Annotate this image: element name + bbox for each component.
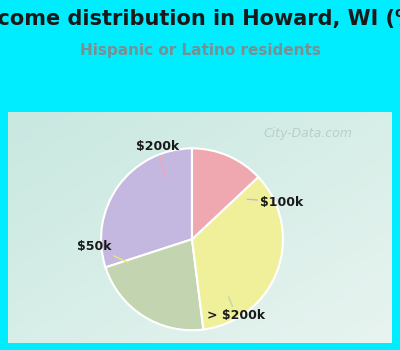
Wedge shape — [192, 177, 283, 329]
Wedge shape — [106, 239, 203, 330]
Text: City-Data.com: City-Data.com — [264, 126, 352, 140]
Text: $200k: $200k — [136, 140, 180, 177]
Text: $100k: $100k — [247, 196, 304, 209]
Text: $50k: $50k — [76, 240, 128, 262]
Text: Hispanic or Latino residents: Hispanic or Latino residents — [80, 43, 320, 58]
Wedge shape — [101, 148, 192, 267]
Text: Income distribution in Howard, WI (%): Income distribution in Howard, WI (%) — [0, 9, 400, 29]
Wedge shape — [192, 148, 258, 239]
Text: > $200k: > $200k — [207, 297, 266, 322]
